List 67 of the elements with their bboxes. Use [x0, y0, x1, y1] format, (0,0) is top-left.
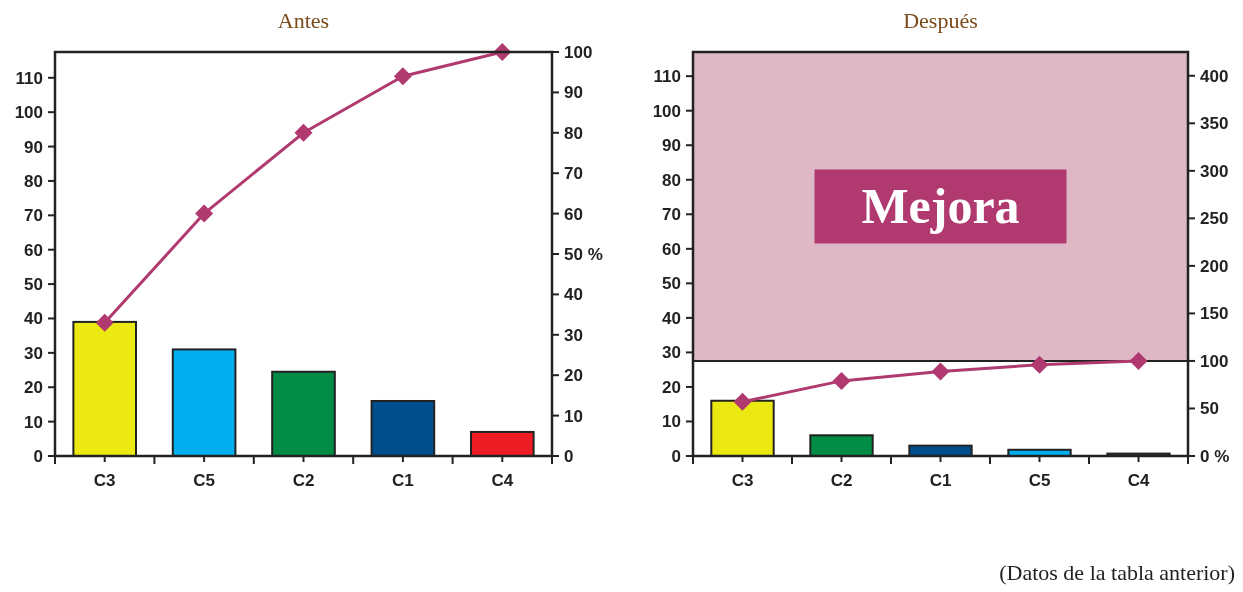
y-tick-label: 10: [24, 412, 43, 432]
y-tick-label: 50: [24, 275, 43, 295]
y2-tick-label: 30: [564, 325, 583, 345]
y2-tick-label: 20: [564, 366, 583, 386]
x-tick-label: C2: [292, 471, 315, 490]
point: [1129, 351, 1148, 370]
text: (Datos de la tabla anterior): [999, 560, 1235, 585]
y-tick-label: 60: [662, 239, 681, 259]
y-tick-label: 110: [653, 67, 681, 87]
y2-tick-label: 10: [564, 406, 583, 426]
y-tick-label: 80: [24, 171, 43, 191]
y-tick-label: 50: [662, 274, 681, 294]
y2-tick-label: 40: [564, 285, 583, 305]
y2-tick-label: 70: [564, 164, 583, 184]
y-tick-label: 30: [662, 343, 681, 363]
x-tick-label: C4: [491, 471, 514, 490]
y2-tick-label: 50: [1200, 399, 1219, 419]
x-tick-label: C4: [1127, 471, 1150, 490]
point: [1030, 355, 1049, 374]
y2-tick-label: 300: [1200, 161, 1229, 181]
y-tick-label: 40: [24, 309, 43, 329]
band-label: Mejora: [861, 178, 1020, 235]
point: [832, 371, 851, 390]
point: [393, 67, 412, 86]
y-tick-label: 0: [671, 447, 681, 466]
y2-tick-label: 60: [564, 204, 583, 224]
y-tick-label: 100: [652, 101, 681, 121]
y-tick-label: 0: [33, 447, 43, 466]
y2-tick-label: 100: [564, 43, 593, 62]
point: [733, 392, 752, 411]
point: [195, 204, 214, 223]
y-tick-label: 40: [662, 308, 681, 328]
x-tick-label: C1: [392, 471, 414, 490]
x-tick-label: C2: [830, 471, 853, 490]
y-tick-label: 70: [662, 205, 681, 225]
x-tick-label: C3: [731, 471, 754, 490]
y2-tick-label: 400: [1200, 66, 1229, 86]
y2-tick-label: 0 %: [1200, 447, 1230, 466]
y2-tick-label: 150: [1200, 304, 1229, 324]
y-tick-label: 30: [24, 343, 43, 363]
x-tick-label: C5: [193, 471, 215, 490]
point: [95, 313, 114, 332]
y2-tick-label: 350: [1200, 114, 1229, 134]
y2-tick-label: 90: [564, 83, 583, 103]
y2-tick-label: 250: [1200, 209, 1229, 229]
point: [294, 123, 313, 142]
y-tick-label: 110: [15, 68, 43, 88]
y2-tick-label: 200: [1200, 256, 1229, 276]
y-tick-label: 20: [24, 378, 43, 398]
chart-title: Antes: [277, 8, 330, 33]
y-tick-label: 20: [662, 377, 681, 397]
x-tick-label: C3: [93, 471, 116, 490]
y2-tick-label: 80: [564, 123, 583, 143]
y-tick-label: 60: [24, 240, 43, 260]
chart-title: Después: [903, 8, 978, 33]
y-tick-label: 80: [662, 170, 681, 190]
x-tick-label: C5: [1028, 471, 1051, 490]
y-tick-label: 70: [24, 206, 43, 226]
y-tick-label: 90: [662, 136, 681, 156]
y2-tick-label: 100: [1200, 351, 1229, 371]
x-tick-label: C1: [929, 471, 952, 490]
y-tick-label: 90: [24, 137, 43, 157]
y-tick-label: 10: [662, 412, 681, 432]
y2-tick-label: 0: [564, 447, 574, 466]
y2-tick-label: 50 %: [564, 245, 603, 264]
point: [931, 362, 950, 381]
y-tick-label: 100: [14, 103, 43, 123]
